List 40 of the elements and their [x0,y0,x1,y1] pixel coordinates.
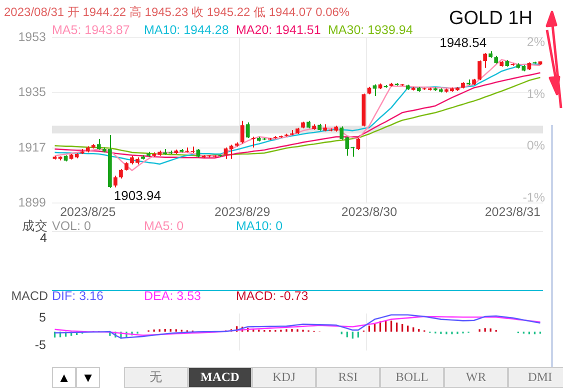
text: 成交 [21,218,48,233]
text: KDJ [252,367,316,388]
chart-title: GOLD 1H [449,8,532,30]
text: 无 [124,367,188,388]
text: 4 [40,231,47,245]
legend-label: MA5: 0 [144,218,185,234]
y2-tick-label: 0% [526,138,545,153]
y-tick-label: -5 [34,338,46,352]
text: MA10: 1944.28 [144,22,230,38]
x-tick-label: 2023/8/29 [214,204,270,219]
text: MA20: 1941.51 [236,22,322,38]
series-label: MACD: -0.73 [236,288,310,304]
y-tick-label: 1953 [18,30,46,44]
text: BOLL [380,367,444,388]
text: DIF: 3.16 [52,288,104,304]
legend-label: VOL: 0 [52,218,92,234]
y-tick-label: 1899 [18,195,46,210]
text: MA30: 1939.94 [328,22,414,38]
y-axis-title: MACD [10,288,48,304]
x-tick-label: 2023/8/31 [484,204,541,219]
text: RSI [316,367,380,388]
x-tick-label: 2023/8/25 [60,204,116,219]
y2-tick-label: 1% [526,86,545,101]
text: ▼ [76,367,100,388]
text: DMI [508,367,563,388]
y-tick-label: 5 [39,310,46,324]
text: WR [444,367,508,388]
y-tick-label: 1935 [18,85,46,100]
x-tick-label: 2023/8/30 [341,204,398,219]
y2-tick-label: 2% [526,35,545,50]
text: DEA: 3.53 [144,288,202,304]
annotation: 1948.54 [440,35,487,50]
text: ▲ [52,367,76,388]
y-tick-label: 1917 [18,140,46,154]
y2-tick-label: -1% [522,190,545,204]
text: MA5: 1943.87 [52,22,131,38]
annotation: 1903.94 [114,188,161,203]
text: MACD [188,367,252,388]
legend-label: MA10: 0 [236,218,284,234]
chart-subtitle: 2023/08/31 开 1944.22 高 1945.23 收 1945.22 低 1944.07 0.06% [4,4,350,21]
